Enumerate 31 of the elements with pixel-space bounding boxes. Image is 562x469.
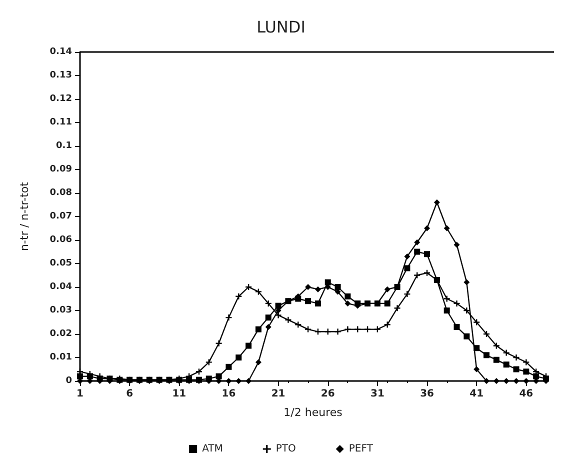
- y-tick-label: 0.06: [50, 235, 72, 245]
- x-tick-label: 16: [222, 388, 236, 400]
- y-axis-title: n-tr / n-tr-tot: [18, 181, 31, 251]
- x-tick-label: 26: [320, 388, 335, 400]
- y-tick-label: 0.03: [50, 306, 72, 316]
- x-axis-title: 1/2 heures: [284, 406, 343, 419]
- y-tick-label: 0.11: [50, 118, 72, 128]
- y-tick-label: 0.09: [50, 164, 72, 174]
- y-tick-label: 0.08: [50, 188, 72, 198]
- y-tick-label: 0.13: [50, 70, 72, 80]
- x-tick-label: 21: [271, 388, 286, 400]
- y-tick-label: 0.14: [50, 47, 72, 57]
- y-tick-label: 0: [66, 376, 72, 386]
- x-tick-label: 1: [76, 388, 84, 400]
- y-tick-label: 0.05: [50, 258, 72, 268]
- x-tick-label: 11: [172, 388, 186, 400]
- x-tick-label: 46: [519, 388, 534, 400]
- y-tick-label: 0.07: [50, 212, 72, 222]
- legend-label: ATM: [202, 444, 223, 454]
- chart-title: LUNDI: [256, 18, 306, 36]
- y-tick-label: 0.04: [50, 282, 72, 292]
- x-tick-label: 31: [370, 388, 384, 400]
- y-tick-label: 0.02: [50, 329, 72, 339]
- x-tick-label: 36: [420, 388, 434, 400]
- legend-label: PEFT: [348, 444, 374, 454]
- y-tick-label: 0.01: [50, 352, 72, 362]
- y-tick-label: 0.1: [56, 141, 72, 151]
- x-tick-label: 41: [470, 388, 484, 400]
- y-tick-label: 0.12: [50, 94, 72, 104]
- legend-label: PTO: [276, 444, 296, 454]
- x-tick-label: 6: [126, 388, 134, 400]
